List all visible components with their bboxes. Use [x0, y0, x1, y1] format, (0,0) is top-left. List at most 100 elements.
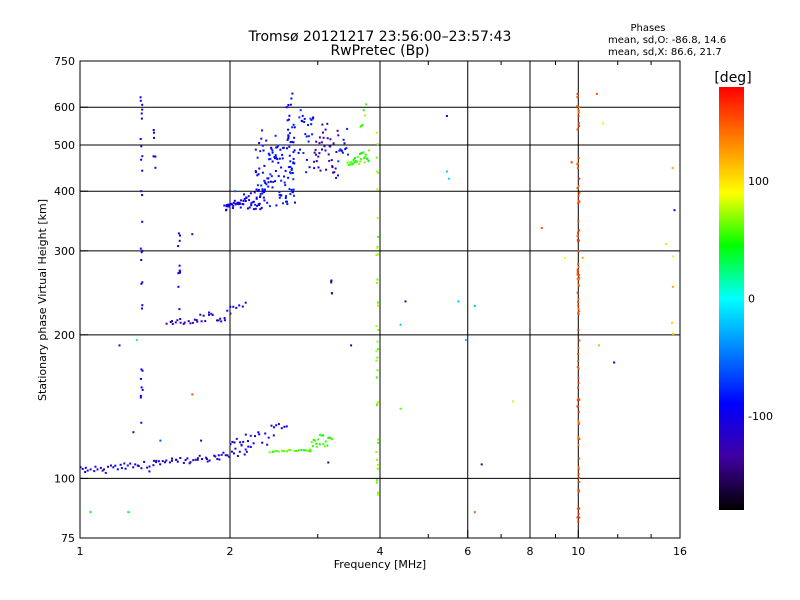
data-point	[208, 459, 211, 462]
data-point	[231, 450, 233, 453]
data-point	[601, 122, 604, 125]
data-point	[577, 382, 580, 385]
data-point	[257, 431, 260, 434]
data-point	[288, 132, 291, 135]
data-point	[201, 458, 204, 460]
data-point	[273, 156, 276, 158]
data-point	[377, 463, 379, 466]
data-point	[577, 359, 579, 362]
data-point	[314, 148, 317, 151]
x-tick-label: 8	[527, 545, 534, 558]
data-point	[135, 339, 138, 342]
colorbar-tick-label: 100	[748, 175, 769, 188]
data-point	[577, 231, 579, 234]
stats-heading: Phases	[630, 23, 665, 34]
data-point	[182, 461, 185, 464]
data-point	[81, 467, 84, 470]
data-point	[284, 169, 287, 172]
data-point	[280, 179, 283, 182]
data-point	[338, 149, 341, 152]
data-point	[243, 453, 246, 456]
data-point	[377, 438, 380, 441]
data-point	[259, 192, 262, 195]
data-point	[576, 187, 579, 190]
data-point	[174, 321, 177, 324]
data-point	[665, 243, 667, 245]
data-point	[274, 134, 277, 137]
data-point	[447, 177, 450, 180]
data-point	[375, 481, 378, 484]
data-point	[303, 449, 305, 452]
data-point	[141, 220, 144, 223]
data-point	[540, 227, 543, 229]
data-point	[268, 205, 271, 208]
data-point	[299, 148, 301, 151]
data-point	[278, 450, 280, 453]
data-point	[258, 142, 261, 144]
data-point	[148, 470, 151, 473]
data-point	[671, 285, 674, 288]
data-point	[577, 202, 580, 205]
data-point	[376, 468, 379, 470]
data-point	[240, 199, 243, 202]
data-point	[314, 439, 317, 442]
data-point	[597, 344, 600, 347]
data-point	[277, 144, 280, 147]
data-point	[103, 468, 105, 471]
data-point	[177, 272, 180, 275]
data-point	[177, 285, 180, 288]
data-point	[324, 440, 327, 443]
data-point	[191, 321, 194, 324]
data-point	[288, 188, 291, 190]
colorbar	[719, 87, 744, 510]
chart-title: Tromsø 20121217 23:56:00–23:57:43	[248, 29, 512, 45]
data-point	[84, 471, 87, 473]
data-point	[183, 321, 186, 324]
data-point	[576, 96, 579, 99]
data-point	[177, 245, 180, 248]
data-point	[259, 195, 262, 197]
data-point	[327, 153, 330, 156]
data-point	[232, 204, 235, 207]
data-point	[191, 393, 194, 396]
data-point	[254, 170, 257, 173]
data-point	[360, 125, 363, 128]
data-point	[263, 191, 266, 193]
data-point	[376, 491, 379, 494]
data-point	[89, 468, 92, 471]
data-point	[473, 511, 476, 514]
data-point	[179, 271, 181, 274]
colorbar-label: [deg]	[714, 70, 751, 86]
data-point	[315, 442, 318, 445]
data-point	[120, 467, 123, 470]
data-point	[143, 460, 146, 463]
data-point	[317, 438, 320, 441]
data-point	[331, 166, 334, 169]
data-point	[159, 439, 162, 442]
data-point	[578, 192, 581, 195]
data-point	[577, 376, 580, 379]
data-point	[169, 321, 172, 323]
data-point	[287, 176, 290, 179]
data-point	[297, 151, 300, 154]
data-point	[262, 196, 265, 199]
data-point	[118, 344, 121, 347]
data-point	[323, 145, 326, 148]
data-point	[353, 161, 356, 164]
data-point	[193, 318, 196, 321]
data-point	[318, 443, 321, 446]
data-point	[577, 436, 580, 439]
data-point	[152, 464, 155, 467]
data-point	[576, 238, 579, 241]
data-point	[375, 350, 378, 353]
data-point	[262, 149, 265, 152]
data-point	[305, 158, 308, 161]
data-point	[312, 116, 315, 119]
data-point	[318, 136, 321, 139]
data-point	[232, 201, 235, 204]
data-point	[342, 138, 345, 141]
data-point	[576, 268, 579, 271]
data-point	[226, 205, 229, 208]
data-point	[480, 463, 483, 466]
data-point	[331, 292, 333, 295]
